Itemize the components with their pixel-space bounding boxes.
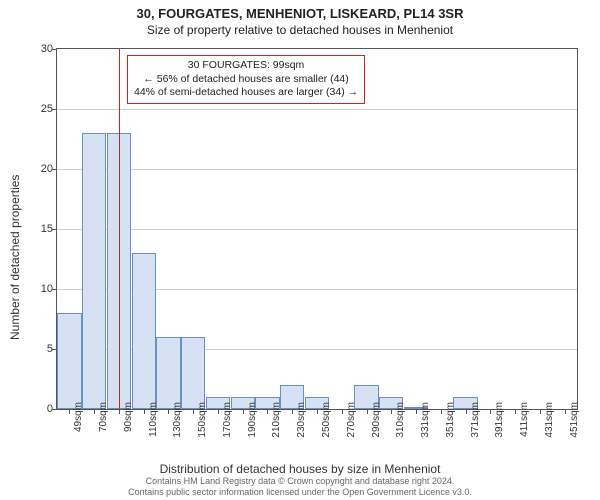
y-tick-label: 15: [23, 223, 53, 235]
y-tick-label: 20: [23, 163, 53, 175]
x-tick-mark: [565, 409, 566, 414]
gridline: [57, 229, 577, 230]
y-tick-label: 30: [23, 43, 53, 55]
x-tick-mark: [416, 409, 417, 414]
info-line-2: ← 56% of detached houses are smaller (44…: [134, 73, 358, 87]
attribution-line-1: Contains HM Land Registry data © Crown c…: [0, 476, 600, 487]
histogram-bar: [181, 337, 205, 409]
x-tick-mark: [515, 409, 516, 414]
x-tick-label: 451sqm: [569, 402, 580, 446]
y-axis-label: Number of detached properties: [8, 175, 22, 340]
x-tick-mark: [441, 409, 442, 414]
y-tick-label: 25: [23, 103, 53, 115]
x-tick-label: 331sqm: [420, 402, 431, 446]
x-tick-label: 250sqm: [321, 402, 332, 446]
chart-container: 30, FOURGATES, MENHENIOT, LISKEARD, PL14…: [0, 0, 600, 500]
x-tick-mark: [367, 409, 368, 414]
x-tick-label: 431sqm: [544, 402, 555, 446]
x-tick-mark: [94, 409, 95, 414]
y-tick-mark: [52, 109, 57, 110]
y-tick-mark: [52, 169, 57, 170]
info-line-1: 30 FOURGATES: 99sqm: [134, 59, 358, 73]
x-tick-mark: [119, 409, 120, 414]
y-tick-mark: [52, 49, 57, 50]
y-tick-mark: [52, 409, 57, 410]
attribution: Contains HM Land Registry data © Crown c…: [0, 476, 600, 498]
x-axis-label: Distribution of detached houses by size …: [0, 462, 600, 476]
histogram-bar: [57, 313, 81, 409]
y-tick-mark: [52, 289, 57, 290]
gridline: [57, 109, 577, 110]
x-tick-mark: [490, 409, 491, 414]
marker-info-box: 30 FOURGATES: 99sqm ← 56% of detached ho…: [127, 55, 365, 104]
y-tick-label: 0: [23, 403, 53, 415]
chart-title: 30, FOURGATES, MENHENIOT, LISKEARD, PL14…: [0, 0, 600, 21]
x-tick-mark: [317, 409, 318, 414]
histogram-bar: [132, 253, 156, 409]
x-tick-label: 411sqm: [519, 402, 530, 446]
chart-subtitle: Size of property relative to detached ho…: [0, 21, 600, 37]
plot-area: 30 FOURGATES: 99sqm ← 56% of detached ho…: [56, 48, 578, 410]
y-tick-label: 10: [23, 283, 53, 295]
x-tick-mark: [342, 409, 343, 414]
x-tick-mark: [193, 409, 194, 414]
x-tick-label: 371sqm: [470, 402, 481, 446]
x-tick-label: 391sqm: [494, 402, 505, 446]
info-line-3: 44% of semi-detached houses are larger (…: [134, 86, 358, 100]
x-tick-mark: [168, 409, 169, 414]
x-tick-mark: [540, 409, 541, 414]
x-tick-mark: [144, 409, 145, 414]
x-tick-mark: [218, 409, 219, 414]
y-tick-mark: [52, 229, 57, 230]
x-tick-mark: [267, 409, 268, 414]
marker-line: [119, 49, 120, 409]
x-tick-mark: [391, 409, 392, 414]
gridline: [57, 169, 577, 170]
histogram-bar: [82, 133, 106, 409]
x-tick-mark: [466, 409, 467, 414]
x-tick-mark: [292, 409, 293, 414]
histogram-bar: [156, 337, 180, 409]
x-tick-mark: [243, 409, 244, 414]
x-tick-mark: [69, 409, 70, 414]
y-tick-label: 5: [23, 343, 53, 355]
attribution-line-2: Contains public sector information licen…: [0, 487, 600, 498]
